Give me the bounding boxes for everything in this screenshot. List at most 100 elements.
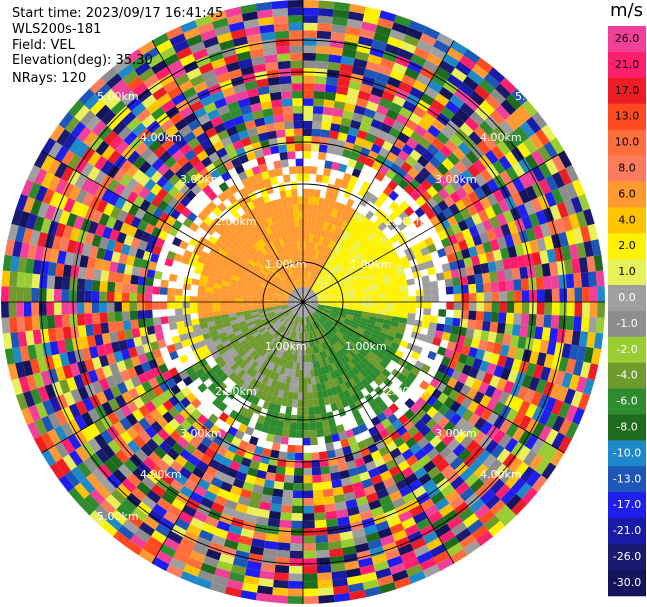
velocity-gate [215,274,224,281]
velocity-gate [332,306,341,310]
azimuth-spoke [41,301,304,454]
velocity-gate [505,166,519,182]
velocity-gate [217,192,228,203]
velocity-gate [332,217,340,227]
velocity-gate [139,392,151,405]
velocity-gate [303,286,305,295]
velocity-gate [272,330,280,338]
velocity-gate [364,219,374,230]
velocity-gate [315,267,321,276]
velocity-gate [382,239,392,249]
velocity-gate [282,390,289,399]
velocity-gate [273,304,281,307]
velocity-gate [151,226,162,238]
velocity-gate [355,304,364,309]
velocity-gate [336,508,349,519]
velocity-gate [212,287,221,294]
colorbar-tick-label: 21.0 [615,58,640,71]
velocity-gate [332,185,341,195]
velocity-gate [379,10,397,22]
velocity-gate [444,366,455,378]
velocity-gate [73,374,85,389]
colorbar-unit: m/s [610,0,643,21]
velocity-gate [377,17,394,30]
velocity-gate [463,257,473,268]
velocity-gate [541,462,557,480]
velocity-gate [191,318,200,326]
velocity-gate [472,234,483,246]
velocity-gate [286,337,292,346]
velocity-gate [310,143,320,152]
velocity-gate [362,14,380,25]
velocity-gate [432,180,444,193]
velocity-gate [301,294,303,302]
velocity-gate [235,357,245,367]
velocity-gate [360,216,370,226]
velocity-gate [347,87,360,98]
velocity-gate [389,162,401,174]
velocity-gate [132,82,148,97]
velocity-gate [297,196,303,204]
velocity-gate [400,367,411,378]
velocity-gate [275,349,282,358]
velocity-gate [212,206,223,217]
velocity-gate [490,281,499,293]
velocity-gate [212,158,224,169]
velocity-gate [312,361,318,370]
velocity-gate [417,155,430,168]
velocity-gate [312,322,317,330]
velocity-gate [267,426,277,435]
velocity-gate [310,300,319,302]
velocity-gate [182,504,197,518]
velocity-gate [214,239,224,249]
velocity-gate [328,379,336,389]
velocity-gate [244,265,253,272]
velocity-gate [246,151,257,161]
velocity-gate [106,239,117,252]
velocity-gate [461,396,473,409]
velocity-gate [138,186,151,200]
velocity-gate [244,119,257,130]
velocity-gate [375,231,386,241]
velocity-gate [463,48,481,64]
velocity-gate [28,404,41,422]
velocity-gate [306,280,310,288]
velocity-gate [321,284,329,290]
velocity-gate [138,521,155,537]
velocity-gate [270,215,278,225]
velocity-gate [101,145,116,160]
velocity-gate [425,335,435,344]
velocity-gate [211,364,221,374]
velocity-gate [311,273,316,282]
velocity-gate [267,311,275,316]
velocity-gate [319,280,326,287]
velocity-gate [183,460,197,473]
velocity-gate [109,228,120,242]
velocity-gate [304,271,307,280]
velocity-gate [121,302,130,312]
velocity-gate [49,462,65,480]
velocity-gate [318,335,324,344]
velocity-gate [489,88,506,105]
velocity-gate [297,302,303,308]
velocity-gate [153,144,167,158]
velocity-gate [325,303,334,306]
velocity-gate [340,477,352,487]
velocity-gate [213,122,227,134]
velocity-gate [545,412,559,429]
velocity-gate [19,345,30,362]
velocity-gate [431,423,444,436]
velocity-gate [341,273,349,280]
velocity-gate [589,302,598,318]
velocity-gate [273,114,285,123]
velocity-gate [282,308,290,313]
velocity-gate [290,52,303,61]
velocity-gate [366,492,379,504]
velocity-gate [284,383,290,392]
velocity-gate [303,60,316,69]
velocity-gate [496,377,508,392]
velocity-gate [131,265,141,276]
velocity-gate [340,221,349,231]
velocity-gate [364,586,382,598]
velocity-gate [402,172,415,185]
